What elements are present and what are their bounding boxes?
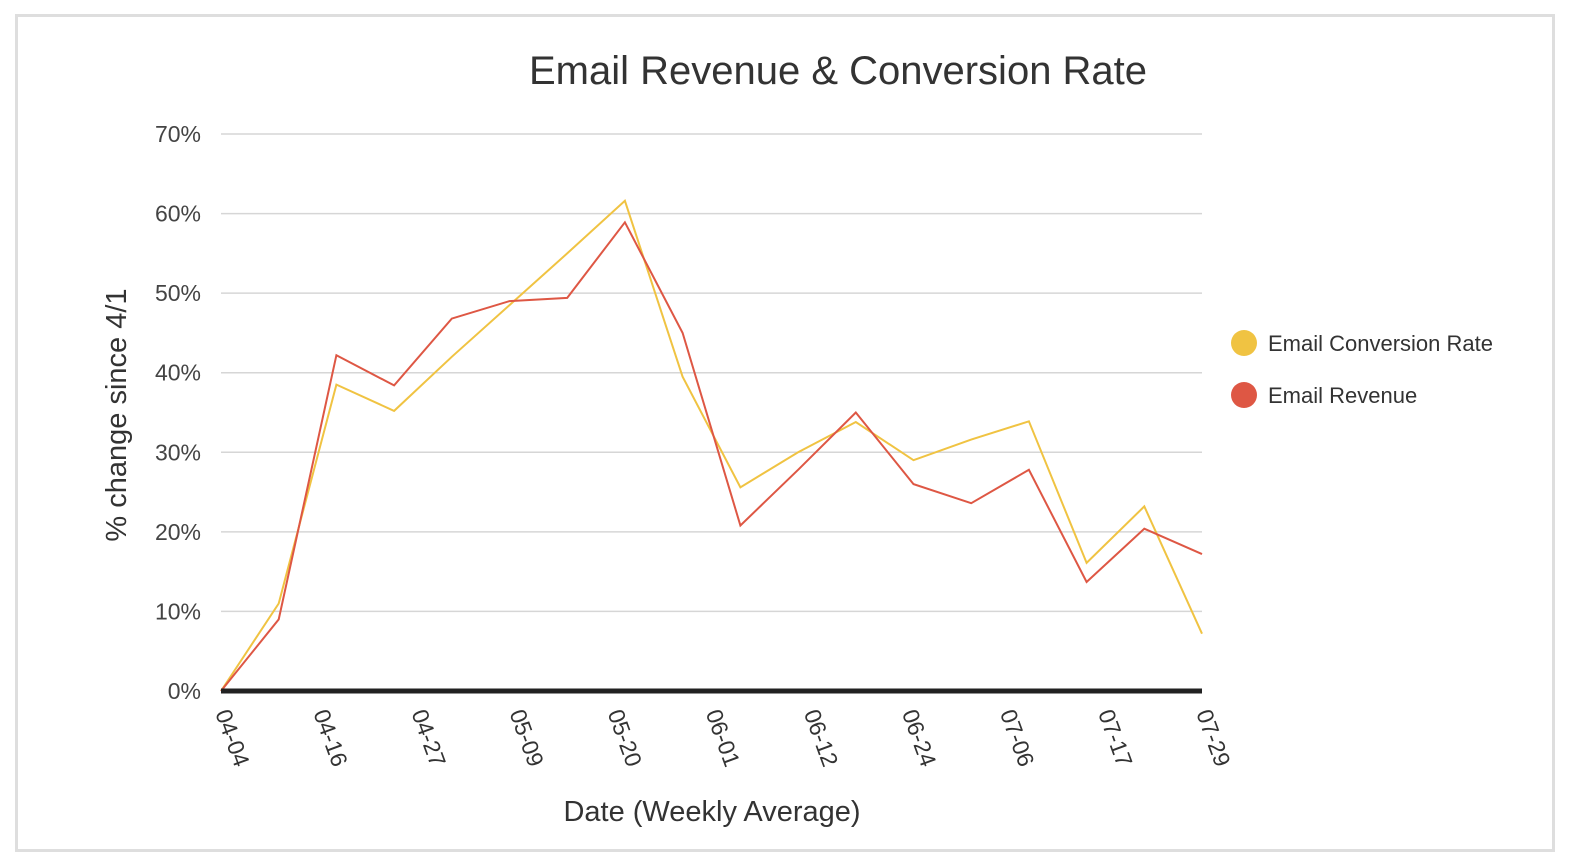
series-line-revenue xyxy=(220,220,1203,692)
y-tick-label: 20% xyxy=(155,519,201,545)
y-tick-label: 10% xyxy=(155,598,201,624)
legend-swatch xyxy=(1231,330,1257,356)
chart-frame xyxy=(15,14,1555,852)
y-tick-label: 0% xyxy=(168,678,201,704)
x-tick-label: 04-27 xyxy=(407,706,452,770)
grid-lines xyxy=(221,133,1202,613)
legend-label: Email Conversion Rate xyxy=(1268,331,1493,356)
series-line-conversion-rate xyxy=(220,199,1203,692)
x-tick-label: 07-17 xyxy=(1093,706,1138,770)
y-tick-label: 50% xyxy=(155,280,201,306)
y-axis-label: % change since 4/1 xyxy=(101,288,133,541)
x-axis-label: Date (Weekly Average) xyxy=(563,796,860,828)
y-tick-label: 40% xyxy=(155,360,201,386)
x-tick-label: 04-04 xyxy=(210,706,255,770)
y-tick-label: 30% xyxy=(155,439,201,465)
x-tick-label: 06-24 xyxy=(897,706,942,770)
x-tick-label: 06-01 xyxy=(701,706,746,770)
x-tick-label: 05-09 xyxy=(505,706,550,770)
x-tick-label: 07-06 xyxy=(995,706,1040,770)
y-axis-ticks: 0% 10% 20% 30% 40% 50% 60% 70% xyxy=(155,121,201,704)
x-tick-label: 06-12 xyxy=(799,706,844,770)
x-tick-label: 05-20 xyxy=(603,706,648,770)
x-tick-label: 07-29 xyxy=(1191,706,1236,770)
x-tick-label: 04-16 xyxy=(308,706,353,770)
chart-title: Email Revenue & Conversion Rate xyxy=(529,49,1147,93)
x-axis-ticks: 04-04 04-16 04-27 05-09 05-20 06-01 06-12 06-24… xyxy=(210,706,1236,770)
y-tick-label: 70% xyxy=(155,121,201,147)
series-lines xyxy=(220,199,1203,692)
legend-swatch xyxy=(1231,382,1257,408)
legend-label: Email Revenue xyxy=(1268,383,1417,408)
legend: Email Conversion Rate Email Revenue xyxy=(1231,330,1493,408)
y-tick-label: 60% xyxy=(155,201,201,227)
